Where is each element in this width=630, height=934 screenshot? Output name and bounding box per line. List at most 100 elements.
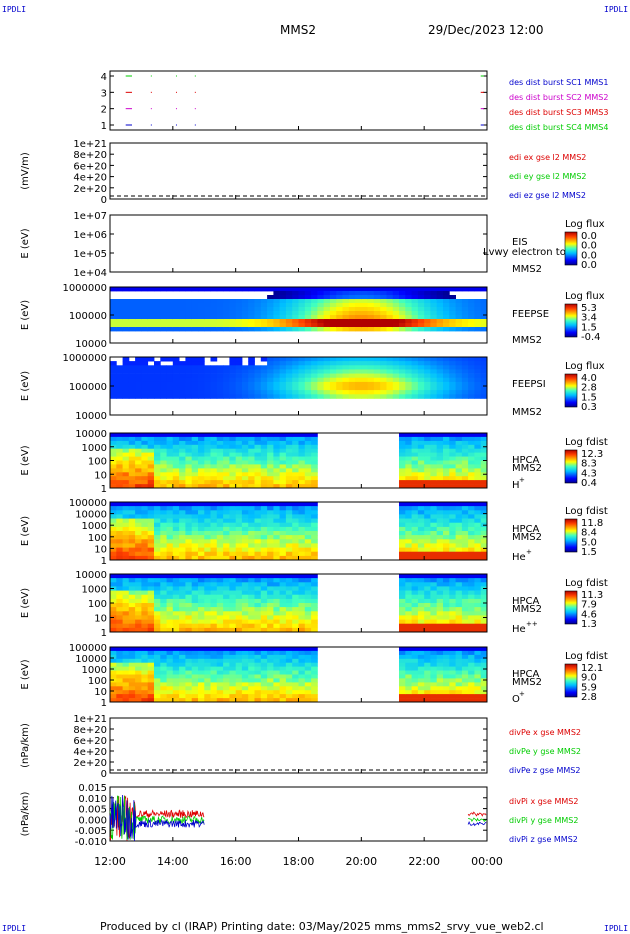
feepsi-cell: [355, 361, 362, 366]
hpca-he2-cell: [285, 590, 293, 596]
hpca-h-cell: [122, 456, 130, 461]
eis-cbar-tick: 0.0: [581, 260, 597, 271]
hpca-he-cell: [405, 510, 412, 515]
feepse-cell: [147, 315, 155, 320]
hpca-he2-cell: [191, 582, 199, 587]
feepsi-cell: [474, 381, 482, 387]
hpca-h-cell: [417, 444, 425, 450]
feepse-cell: [135, 311, 142, 316]
corner-label-bottom-right: IPDLI: [604, 924, 629, 933]
feepsi-cell: [323, 373, 331, 379]
feepse-cell: [411, 307, 419, 312]
hpca-he2-cell: [260, 607, 268, 612]
hpca-he2-cell: [160, 578, 167, 583]
hpca-h-cell: [474, 464, 482, 469]
footer-credits: Produced by cl (IRAP) Printing date: 03/…: [100, 920, 544, 933]
hpca-he-cell: [424, 518, 431, 524]
feepse-cell: [373, 307, 381, 312]
hpca-he-cell: [443, 502, 450, 507]
hpca-o-cell: [179, 647, 186, 652]
hpca-h-cell: [417, 476, 425, 481]
feepse-cell: [323, 299, 331, 304]
feepsi-cell: [461, 381, 469, 387]
hpca-he-cell: [468, 514, 475, 519]
feepse-cell: [461, 315, 469, 320]
hpca-he2-cbar-tick: 1.3: [581, 619, 597, 630]
hpca-he2-cell: [185, 598, 193, 604]
hpca-h-cell: [116, 448, 123, 453]
hpca-o-cell: [191, 690, 199, 695]
hpca-h-cell: [223, 484, 230, 489]
hpca-o-cell: [154, 674, 161, 679]
hpca-he2-cbar-title: Log fdist: [565, 578, 608, 589]
hpca-h-cell: [405, 452, 412, 457]
hpca-he-cell: [267, 514, 274, 519]
hpca-h-cell: [191, 452, 199, 457]
hpca-he2-cell: [172, 623, 180, 629]
hpca-he-cell: [154, 522, 161, 528]
hpca-he2-cell: [254, 603, 262, 608]
hpca-he-cbar-tick: 11.8: [581, 518, 603, 529]
feepse-cell: [141, 303, 149, 308]
hpca-o-cell: [210, 690, 218, 695]
hpca-h-cell: [304, 433, 312, 438]
hpca-h-cell: [424, 460, 431, 465]
hpca-he2-cell: [229, 611, 237, 616]
hpca-he2-cell: [179, 623, 186, 629]
feepsi-cell: [285, 373, 293, 379]
hpca-he2-cell: [254, 574, 262, 579]
hpca-he2-cell: [411, 590, 419, 596]
hpca-he-cell: [298, 518, 306, 524]
hpca-o-cell: [461, 666, 469, 671]
hpca-o-cell: [273, 670, 281, 675]
hpca-h-cell: [241, 440, 249, 446]
hpca-h-cell: [135, 456, 142, 461]
hpca-he-cell: [235, 531, 243, 536]
hpca-o-cell: [110, 658, 117, 664]
hpca-he2-cell: [279, 619, 287, 625]
hpca-o-cell: [235, 662, 243, 667]
hpca-he-ytick-label: 1: [101, 556, 107, 567]
hpca-h-cell: [455, 480, 463, 485]
hpca-h-cell: [273, 452, 281, 457]
hpca-he2-cell: [399, 574, 406, 579]
hpca-he2-cell: [154, 611, 161, 616]
hpca-he2-cell: [411, 582, 419, 587]
feepsi-cell: [204, 369, 211, 374]
hpca-he2-cell: [405, 623, 412, 629]
hpca-he-cell: [405, 531, 412, 536]
hpca-o-cell: [122, 690, 130, 695]
hpca-he-cell: [204, 506, 211, 511]
feepsi-cell: [386, 390, 394, 395]
hpca-o-cell: [204, 650, 211, 656]
feepse-cell: [430, 303, 438, 308]
hpca-he-cell: [235, 514, 243, 519]
feepsi-cell: [367, 386, 375, 391]
hpca-he-cell: [216, 518, 224, 524]
hpca-he-cell: [424, 526, 431, 532]
feepse-ytick-label: 100000: [69, 311, 107, 322]
hpca-h-cell: [405, 480, 412, 485]
hpca-o-cell: [122, 666, 130, 671]
hpca-h-cell: [304, 464, 312, 469]
hpca-he2-cell: [204, 598, 211, 604]
hpca-he-cell: [235, 522, 243, 528]
hpca-he2-cell: [405, 590, 412, 596]
hpca-o-cell: [204, 674, 211, 679]
feepsi-cell: [298, 365, 306, 370]
feepse-cell: [254, 327, 262, 332]
hpca-o-cell: [160, 690, 167, 695]
hpca-h-cell: [298, 436, 306, 442]
hpca-he2-cell: [304, 611, 312, 616]
feepsi-cell: [361, 377, 368, 383]
feepsi-cell: [147, 390, 155, 395]
hpca-he-cell: [204, 531, 211, 536]
feepse-cell: [399, 315, 406, 320]
hpca-h-cell: [241, 484, 249, 489]
feepsi-cell: [399, 357, 406, 362]
feepse-cbar-tick: 5.3: [581, 303, 597, 314]
hpca-he2-cell: [254, 590, 262, 596]
hpca-h-cell: [304, 440, 312, 446]
hpca-o-cell: [436, 678, 444, 683]
divpi-legend-2: divPi z gse MMS2: [509, 835, 578, 844]
